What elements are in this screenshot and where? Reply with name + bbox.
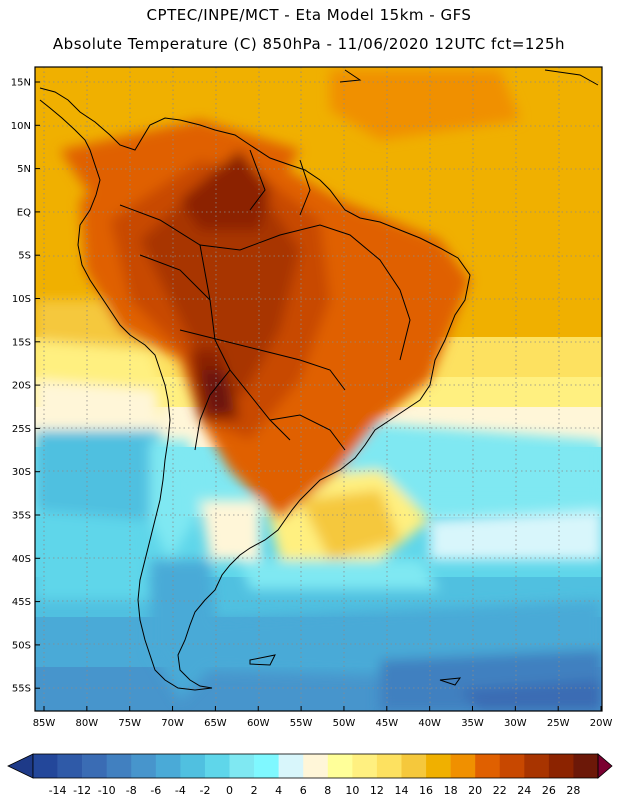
longitude-labels: 85W 80W 75W 70W 65W 60W 55W 50W 45W 40W 35W 30W 25W 2… xyxy=(33,706,613,729)
lat-label: 10N xyxy=(11,121,31,132)
temperature-field xyxy=(35,67,602,711)
latitude-labels: 15N 10N 5N EQ 5S 10S 15S 20S 25S 30S 35S 40S 45S 50S 5… xyxy=(11,78,40,695)
lat-label: 40S xyxy=(12,554,31,565)
colorbar-swatch xyxy=(180,754,206,778)
lon-label: 30W xyxy=(504,718,527,729)
lon-label: 65W xyxy=(204,718,227,729)
map-title-line1: CPTEC/INPE/MCT - Eta Model 15km - GFS xyxy=(146,6,472,24)
lat-label: 35S xyxy=(12,511,31,522)
colorbar-swatch xyxy=(548,754,574,778)
colorbar xyxy=(7,753,613,779)
colorbar-swatch xyxy=(278,754,304,778)
lon-label: 35W xyxy=(461,718,484,729)
colorbar-label: -2 xyxy=(199,784,210,797)
colorbar-label: 12 xyxy=(370,784,384,797)
colorbar-label: 24 xyxy=(517,784,531,797)
colorbar-label: -12 xyxy=(73,784,91,797)
colorbar-label: 16 xyxy=(419,784,433,797)
map-title-line2: Absolute Temperature (C) 850hPa - 11/06/… xyxy=(52,35,566,53)
colorbar-label: 6 xyxy=(300,784,307,797)
colorbar-swatch xyxy=(229,754,255,778)
lon-label: 85W xyxy=(33,718,56,729)
lon-label: 75W xyxy=(118,718,141,729)
colorbar-swatch xyxy=(303,754,329,778)
lon-label: 80W xyxy=(76,718,99,729)
colorbar-swatch xyxy=(204,754,230,778)
lat-label: 10S xyxy=(12,294,31,305)
colorbar-swatch xyxy=(155,754,181,778)
colorbar-swatch xyxy=(450,754,476,778)
colorbar-label: 4 xyxy=(275,784,282,797)
colorbar-label: 26 xyxy=(542,784,556,797)
colorbar-label: 18 xyxy=(444,784,458,797)
colorbar-swatch xyxy=(254,754,279,778)
colorbar-frame xyxy=(32,753,599,779)
colorbar-label: -8 xyxy=(126,784,137,797)
lon-label: 20W xyxy=(590,718,613,729)
lon-label: 60W xyxy=(247,718,270,729)
colorbar-swatch xyxy=(426,754,451,778)
colorbar-label: -6 xyxy=(150,784,161,797)
lat-label: 15N xyxy=(11,78,31,89)
colorbar-label: -14 xyxy=(49,784,67,797)
lon-label: 40W xyxy=(418,718,441,729)
colorbar-label: 0 xyxy=(226,784,233,797)
lat-label: 5S xyxy=(18,251,31,262)
colorbar-swatch xyxy=(106,754,132,778)
colorbar-label: 28 xyxy=(566,784,580,797)
colorbar-label: 2 xyxy=(251,784,258,797)
lon-label: 50W xyxy=(333,718,356,729)
lat-label: 15S xyxy=(12,337,31,348)
colorbar-swatch xyxy=(499,754,525,778)
colorbar-swatch xyxy=(131,754,157,778)
colorbar-swatch xyxy=(524,754,550,778)
colorbar-label: -4 xyxy=(175,784,186,797)
colorbar-label: -10 xyxy=(98,784,116,797)
colorbar-arrow-left xyxy=(7,753,34,779)
lon-label: 45W xyxy=(375,718,398,729)
colorbar-swatch xyxy=(327,754,353,778)
lat-label: 30S xyxy=(12,467,31,478)
colorbar-label: 8 xyxy=(324,784,331,797)
map-frame xyxy=(34,66,603,712)
colorbar-label: 10 xyxy=(345,784,359,797)
colorbar-swatch xyxy=(376,754,402,778)
lon-label: 55W xyxy=(290,718,313,729)
lon-label: 70W xyxy=(161,718,184,729)
graticule xyxy=(35,67,602,711)
lat-label: 25S xyxy=(12,424,31,435)
lat-label: 20S xyxy=(12,381,31,392)
lat-label: 5N xyxy=(17,164,31,175)
lat-label: EQ xyxy=(17,207,31,218)
colorbar-swatch xyxy=(573,754,599,778)
colorbar-swatch xyxy=(33,754,58,778)
colorbar-labels: -14 -12 -10 -8 -6 -4 -2 0 2 4 6 8 10 12 14 16 18 20 22 24 26… xyxy=(49,784,581,797)
colorbar-swatch xyxy=(352,754,378,778)
colorbar-label: 22 xyxy=(493,784,507,797)
colorbar-swatch xyxy=(475,754,501,778)
lat-label: 45S xyxy=(12,597,31,608)
colorbar-swatch xyxy=(82,754,107,778)
coastline xyxy=(39,69,599,691)
lon-label: 25W xyxy=(547,718,570,729)
colorbar-label: 14 xyxy=(394,784,408,797)
colorbar-arrow-right xyxy=(597,753,613,779)
lat-label: 55S xyxy=(12,684,31,695)
colorbar-swatch xyxy=(401,754,427,778)
lat-label: 50S xyxy=(12,640,31,651)
colorbar-label: 20 xyxy=(468,784,482,797)
colorbar-swatch xyxy=(57,754,83,778)
